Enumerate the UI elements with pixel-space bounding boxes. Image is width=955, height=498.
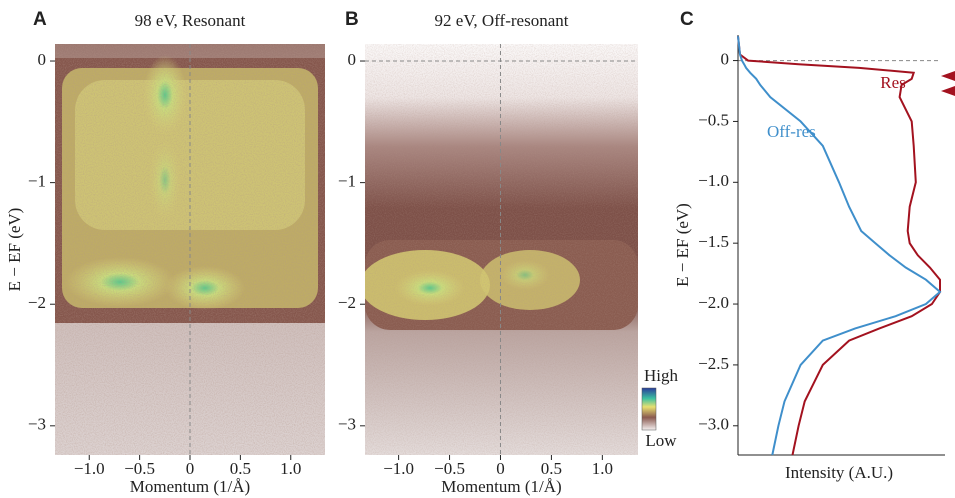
- x-tick-label: 0.5: [230, 459, 251, 478]
- x-axis-label: Intensity (A.U.): [785, 463, 893, 482]
- x-tick-label: 0: [496, 459, 505, 478]
- series-label: Res: [880, 73, 906, 92]
- panel-title: 92 eV, Off-resonant: [435, 11, 569, 30]
- colorbar-label: Low: [645, 431, 677, 450]
- y-tick-label: −1: [28, 172, 46, 191]
- y-axis-label: E − EF (eV): [5, 208, 24, 292]
- intensity-curve: [737, 36, 941, 456]
- y-tick-label: −2: [338, 293, 356, 312]
- y-axis-label: E − EF (eV): [673, 203, 692, 287]
- y-tick-label: −1.0: [698, 171, 729, 190]
- x-axis-label: Momentum (1/Å): [441, 477, 561, 496]
- y-tick-label: −2.0: [698, 293, 729, 312]
- y-tick-label: −3: [28, 415, 46, 434]
- y-tick-label: −3: [338, 415, 356, 434]
- panel-title: 98 eV, Resonant: [135, 11, 246, 30]
- y-tick-label: −1.5: [698, 232, 729, 251]
- intensity-curve: [737, 36, 942, 456]
- panel-letter: C: [680, 9, 694, 30]
- y-tick-label: −2: [28, 293, 46, 312]
- arrow-marker: [941, 71, 955, 81]
- y-tick-label: −3.0: [698, 415, 729, 434]
- x-axis-label: Momentum (1/Å): [130, 477, 250, 496]
- series-label: Off-res: [767, 122, 816, 141]
- panel-letter: A: [33, 9, 47, 30]
- y-tick-label: 0: [38, 50, 47, 69]
- x-tick-label: 0: [186, 459, 195, 478]
- x-tick-label: −0.5: [124, 459, 155, 478]
- y-tick-label: 0: [348, 50, 357, 69]
- y-tick-label: −0.5: [698, 110, 729, 129]
- arrow-marker: [941, 86, 955, 96]
- x-tick-label: 0.5: [541, 459, 562, 478]
- x-tick-label: −1.0: [74, 459, 105, 478]
- colorbar-label: High: [644, 366, 679, 385]
- x-tick-label: 1.0: [280, 459, 301, 478]
- y-tick-label: 0: [721, 49, 730, 68]
- y-tick-label: −1: [338, 172, 356, 191]
- x-tick-label: −1.0: [383, 459, 414, 478]
- colorbar: [641, 387, 657, 431]
- x-tick-label: 1.0: [592, 459, 613, 478]
- spectrum-image-b: [365, 44, 638, 455]
- x-tick-label: −0.5: [434, 459, 465, 478]
- panel-letter: B: [345, 9, 359, 30]
- y-tick-label: −2.5: [698, 354, 729, 373]
